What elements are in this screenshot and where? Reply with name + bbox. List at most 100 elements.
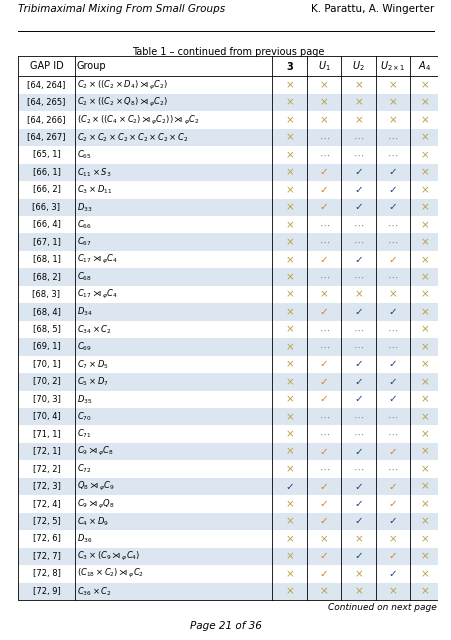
- Text: $\times$: $\times$: [419, 429, 428, 440]
- Bar: [18, 251, 437, 268]
- Text: $\times$: $\times$: [285, 499, 294, 509]
- Text: ✓: ✓: [319, 168, 328, 177]
- Text: $C_4 \times D_9$: $C_4 \times D_9$: [77, 515, 109, 528]
- Text: $\times$: $\times$: [285, 377, 294, 387]
- Bar: [18, 408, 437, 426]
- Text: $\times$: $\times$: [419, 464, 428, 474]
- Text: $\cdots$: $\cdots$: [387, 132, 398, 143]
- Text: $\times$: $\times$: [319, 289, 328, 300]
- Text: $\times$: $\times$: [319, 115, 328, 125]
- Text: $U_2$: $U_2$: [351, 59, 364, 73]
- Text: $\times$: $\times$: [285, 359, 294, 369]
- Text: $\times$: $\times$: [285, 551, 294, 561]
- Text: $C_{70}$: $C_{70}$: [77, 410, 92, 423]
- Text: ✓: ✓: [388, 185, 396, 195]
- Text: $\times$: $\times$: [419, 412, 428, 422]
- Text: $\times$: $\times$: [419, 394, 428, 404]
- Text: ✓: ✓: [388, 447, 396, 457]
- Text: ✓: ✓: [354, 255, 362, 265]
- Text: $\times$: $\times$: [285, 447, 294, 457]
- Text: [70, 4]: [70, 4]: [32, 412, 60, 421]
- Text: ✓: ✓: [319, 377, 328, 387]
- Text: $\times$: $\times$: [419, 150, 428, 160]
- Text: $C_9 \rtimes_{\varphi} C_8$: $C_9 \rtimes_{\varphi} C_8$: [77, 445, 114, 458]
- Text: $U_1$: $U_1$: [317, 59, 330, 73]
- Text: ✓: ✓: [354, 377, 362, 387]
- Text: $C_2 \times ((C_2 \times Q_8) \rtimes_{\varphi} C_2)$: $C_2 \times ((C_2 \times Q_8) \rtimes_{\…: [77, 96, 167, 109]
- Bar: [18, 303, 437, 321]
- Text: ✓: ✓: [388, 552, 396, 561]
- Text: ✓: ✓: [354, 394, 362, 404]
- Text: $\times$: $\times$: [419, 289, 428, 300]
- Bar: [18, 356, 437, 373]
- Text: $\times$: $\times$: [353, 534, 363, 544]
- Text: $C_{71}$: $C_{71}$: [77, 428, 92, 440]
- Text: ✓: ✓: [354, 307, 362, 317]
- Text: $\cdots$: $\cdots$: [387, 342, 398, 352]
- Text: $\times$: $\times$: [387, 534, 397, 544]
- Text: $\times$: $\times$: [285, 289, 294, 300]
- Text: $\times$: $\times$: [387, 115, 397, 125]
- Bar: [18, 146, 437, 164]
- Text: [67, 1]: [67, 1]: [32, 237, 60, 246]
- Text: $\times$: $\times$: [419, 551, 428, 561]
- Text: $\times$: $\times$: [419, 167, 428, 177]
- Text: [68, 2]: [68, 2]: [32, 273, 60, 282]
- Text: $\times$: $\times$: [419, 185, 428, 195]
- Text: $\cdots$: $\cdots$: [318, 132, 329, 143]
- Text: $\times$: $\times$: [319, 97, 328, 108]
- Text: $D_{35}$: $D_{35}$: [77, 393, 92, 406]
- Text: ✓: ✓: [319, 360, 328, 369]
- Bar: [18, 76, 437, 94]
- Text: $\times$: $\times$: [285, 255, 294, 265]
- Text: $\times$: $\times$: [353, 80, 363, 90]
- Text: $\times$: $\times$: [419, 516, 428, 527]
- Bar: [18, 321, 437, 338]
- Text: $\times$: $\times$: [285, 167, 294, 177]
- Text: $D_{33}$: $D_{33}$: [77, 201, 92, 214]
- Text: $\times$: $\times$: [419, 220, 428, 230]
- Text: $\cdots$: $\cdots$: [387, 220, 398, 230]
- Text: $C_{67}$: $C_{67}$: [77, 236, 92, 248]
- Bar: [18, 478, 437, 495]
- Text: $\times$: $\times$: [419, 80, 428, 90]
- Text: [72, 7]: [72, 7]: [32, 552, 60, 561]
- Text: [72, 5]: [72, 5]: [32, 517, 60, 526]
- Text: [64, 265]: [64, 265]: [27, 98, 65, 107]
- Text: $\times$: $\times$: [285, 272, 294, 282]
- Text: $C_{17} \rtimes_{\varphi} C_4$: $C_{17} \rtimes_{\varphi} C_4$: [77, 253, 117, 266]
- Text: $C_{65}$: $C_{65}$: [77, 148, 92, 161]
- Text: ✓: ✓: [388, 168, 396, 177]
- Bar: [18, 426, 437, 443]
- Text: ✓: ✓: [285, 481, 293, 492]
- Text: $\cdots$: $\cdots$: [352, 412, 364, 422]
- Text: ✓: ✓: [388, 481, 396, 492]
- Text: $C_{72}$: $C_{72}$: [77, 463, 92, 476]
- Text: [68, 5]: [68, 5]: [32, 325, 60, 334]
- Text: [72, 9]: [72, 9]: [32, 587, 60, 596]
- Text: ✓: ✓: [388, 569, 396, 579]
- Bar: [18, 181, 437, 198]
- Text: ✓: ✓: [319, 552, 328, 561]
- Text: $\times$: $\times$: [353, 586, 363, 596]
- Bar: [18, 513, 437, 530]
- Text: $\times$: $\times$: [419, 534, 428, 544]
- Text: $\times$: $\times$: [419, 324, 428, 335]
- Bar: [18, 94, 437, 111]
- Bar: [18, 338, 437, 356]
- Text: [64, 267]: [64, 267]: [27, 133, 65, 142]
- Text: ✓: ✓: [319, 185, 328, 195]
- Text: $\times$: $\times$: [353, 289, 363, 300]
- Text: $\times$: $\times$: [387, 97, 397, 108]
- Text: $\cdots$: $\cdots$: [318, 150, 329, 160]
- Text: $\times$: $\times$: [285, 202, 294, 212]
- Text: [70, 2]: [70, 2]: [32, 378, 60, 387]
- Text: $\times$: $\times$: [419, 255, 428, 265]
- Text: [66, 2]: [66, 2]: [32, 186, 60, 195]
- Text: ✓: ✓: [388, 360, 396, 369]
- Text: ✓: ✓: [319, 499, 328, 509]
- Text: ✓: ✓: [319, 481, 328, 492]
- Text: ✓: ✓: [319, 516, 328, 527]
- Text: $\cdots$: $\cdots$: [352, 464, 364, 474]
- Text: $\cdots$: $\cdots$: [352, 132, 364, 143]
